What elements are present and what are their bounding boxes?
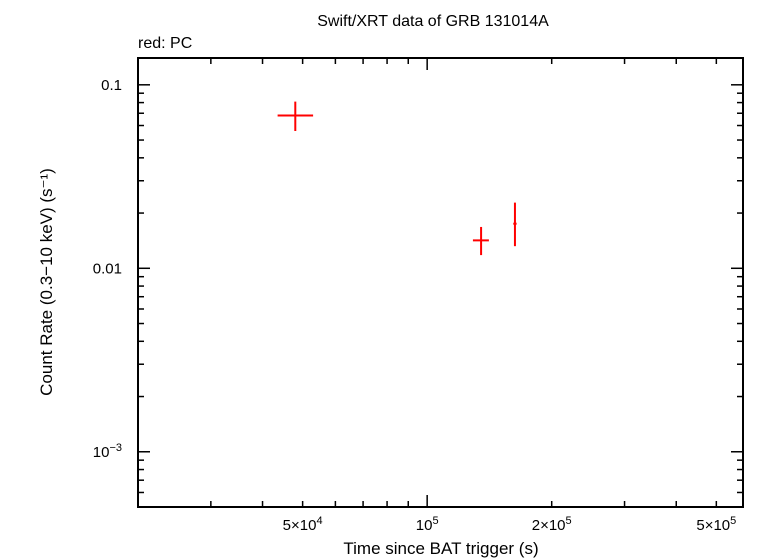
y-tick-label: 10−3	[93, 442, 122, 461]
y-axis-label: Count Rate (0.3−10 keV) (s⁻¹)	[37, 168, 56, 396]
x-axis-label: Time since BAT trigger (s)	[343, 539, 538, 558]
x-tick-label: 2×105	[532, 515, 572, 534]
x-tick-label: 105	[416, 515, 439, 534]
y-tick-label: 0.01	[93, 260, 122, 277]
data-point	[472, 226, 489, 256]
y-tick-label: 0.1	[101, 77, 122, 94]
x-tick-label: 5×104	[283, 515, 323, 534]
x-tick-label: 5×105	[696, 515, 736, 534]
chart-subtitle: red: PC	[138, 35, 192, 52]
plot-frame	[137, 57, 744, 508]
data-point	[277, 101, 314, 132]
data-point	[513, 202, 517, 247]
axis-ticks	[137, 58, 743, 508]
data-points	[277, 101, 517, 256]
chart-title: Swift/XRT data of GRB 131014A	[317, 13, 549, 30]
axis-tick-labels: 5×104 105 2×105 5×105 0.1 0.01 10−3	[93, 77, 737, 534]
